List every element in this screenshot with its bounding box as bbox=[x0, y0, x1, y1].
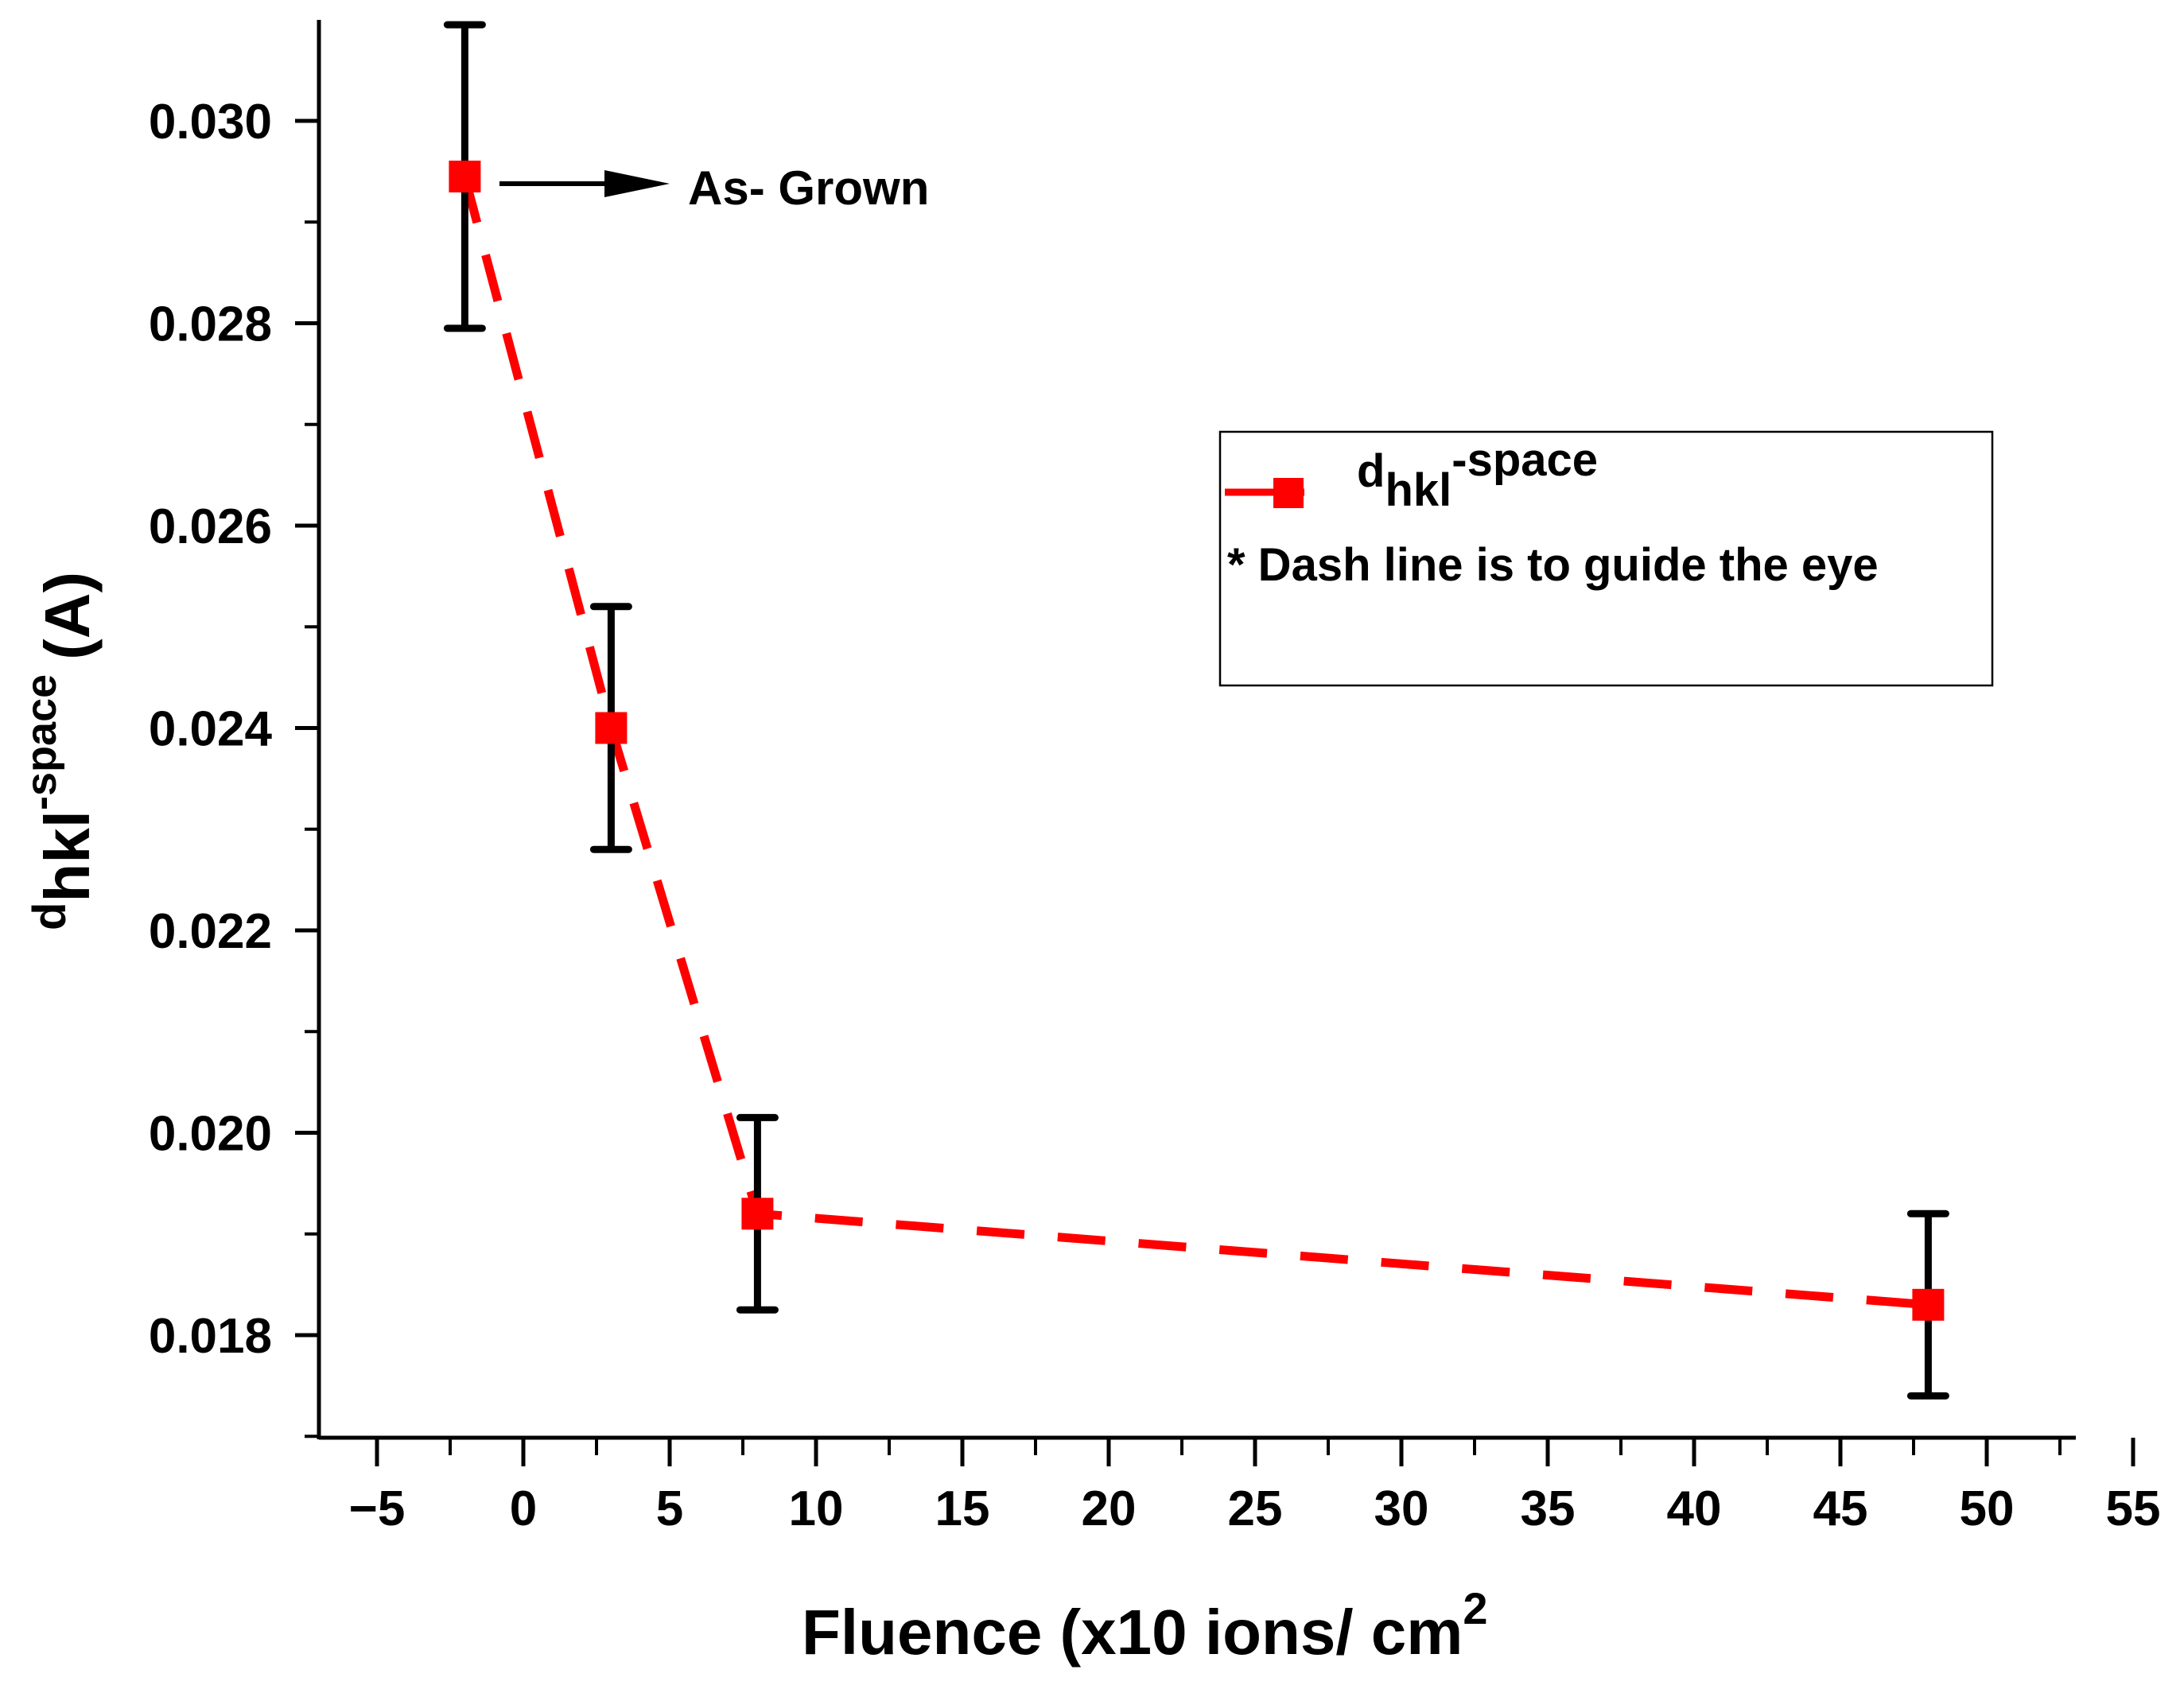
as-grown-annotation: As- Grown bbox=[499, 161, 929, 215]
x-tick-label: 0 bbox=[510, 1481, 537, 1536]
data-markers bbox=[449, 160, 1945, 1321]
y-tick-label: 0.030 bbox=[149, 95, 272, 149]
legend-marker-sample bbox=[1273, 478, 1304, 508]
x-tick-label: 25 bbox=[1228, 1481, 1283, 1536]
x-axis-title-main: Fluence (x10 ions/ cm bbox=[802, 1597, 1463, 1668]
x-tick-label: 55 bbox=[2106, 1481, 2161, 1536]
y-tick-label: 0.020 bbox=[149, 1107, 272, 1162]
x-tick-label: −5 bbox=[349, 1481, 406, 1536]
legend: dhkl-space * Dash line is to guide the e… bbox=[1218, 430, 1994, 687]
data-point-marker bbox=[449, 160, 481, 192]
x-axis-title-sup: 2 bbox=[1463, 1583, 1487, 1633]
x-tick-label: 20 bbox=[1082, 1481, 1137, 1536]
series-dashed-line bbox=[461, 175, 1929, 1310]
x-tick-label: 35 bbox=[1521, 1481, 1576, 1536]
x-tick-label: 15 bbox=[935, 1481, 990, 1536]
y-tick-label: 0.024 bbox=[149, 702, 273, 757]
y-axis-title-unit: (A) bbox=[32, 572, 103, 660]
legend-entry-base: d bbox=[1357, 445, 1385, 497]
x-ticks: −5 0 5 10 15 20 25 30 35 40 45 50 55 bbox=[349, 1438, 2161, 1536]
series-lines bbox=[461, 175, 1929, 1310]
y-axis-title: dhkl-space (A) bbox=[17, 572, 103, 930]
x-tick-label: 30 bbox=[1374, 1481, 1429, 1536]
error-bars bbox=[443, 21, 1949, 1400]
x-tick-label: 40 bbox=[1667, 1481, 1722, 1536]
legend-box bbox=[1218, 430, 1994, 687]
y-axis-title-base: d bbox=[24, 903, 76, 930]
y-tick-label: 0.026 bbox=[149, 499, 272, 554]
x-tick-label: 45 bbox=[1813, 1481, 1868, 1536]
legend-entry-label: dhkl-space bbox=[1357, 434, 1598, 516]
data-point-marker bbox=[741, 1198, 774, 1230]
x-tick-label: 50 bbox=[1960, 1481, 2015, 1536]
y-axis-title-sub: hkl bbox=[32, 810, 103, 903]
y-axis-title-sup: -space bbox=[17, 674, 65, 810]
x-axis-title: Fluence (x10 ions/ cm2 bbox=[802, 1583, 1488, 1668]
annotation-arrow-head bbox=[604, 170, 670, 197]
x-tick-label: 10 bbox=[789, 1481, 844, 1536]
x-tick-label: 5 bbox=[656, 1481, 683, 1536]
data-point-marker bbox=[1912, 1288, 1945, 1321]
y-tick-label: 0.028 bbox=[149, 297, 272, 352]
annotation-text: As- Grown bbox=[688, 161, 929, 215]
y-tick-label: 0.018 bbox=[149, 1309, 272, 1364]
y-ticks: 0.018 0.020 0.022 0.024 0.026 0.028 0.030 bbox=[149, 95, 319, 1439]
data-point-marker bbox=[595, 712, 628, 744]
legend-note: * Dash line is to guide the eye bbox=[1227, 539, 1879, 591]
legend-entry-sub: hkl bbox=[1385, 464, 1451, 516]
legend-entry-sup: -space bbox=[1451, 434, 1598, 486]
y-tick-label: 0.022 bbox=[149, 904, 272, 959]
